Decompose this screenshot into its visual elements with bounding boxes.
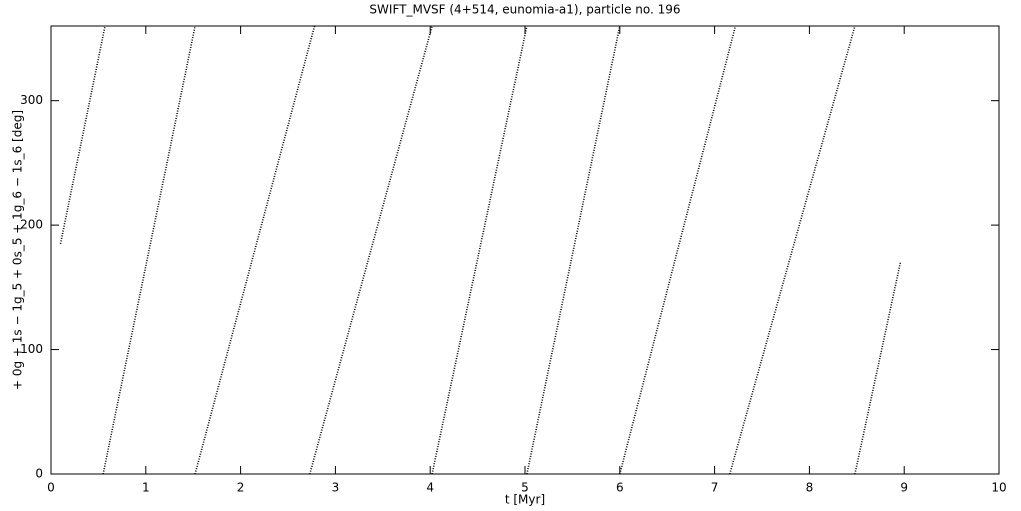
x-tick-label: 1 (142, 481, 150, 495)
y-tick-label: 300 (20, 93, 43, 107)
plot-frame (50, 25, 1000, 475)
x-tick-label: 0 (47, 481, 55, 495)
x-tick-label: 3 (332, 481, 340, 495)
chart-title: SWIFT_MVSF (4+514, eunomia-a1), particle… (369, 3, 680, 17)
data-line (59, 25, 902, 475)
y-tick-label: 200 (20, 218, 43, 232)
x-tick-label: 9 (900, 481, 908, 495)
y-tick-label: 0 (35, 467, 43, 481)
x-tick-label: 10 (991, 481, 1006, 495)
y-axis-label: + 0g + 1s − 1g_5 + 0s_5 + 1g_6 − 1s_6 [d… (11, 110, 25, 390)
y-tick-label: 100 (20, 342, 43, 356)
x-tick-label: 7 (711, 481, 719, 495)
x-tick-label: 4 (426, 481, 434, 495)
x-tick-label: 8 (806, 481, 814, 495)
x-axis-label: t [Myr] (505, 493, 545, 507)
x-tick-label: 2 (237, 481, 245, 495)
x-tick-label: 5 (521, 481, 529, 495)
x-tick-label: 6 (616, 481, 624, 495)
